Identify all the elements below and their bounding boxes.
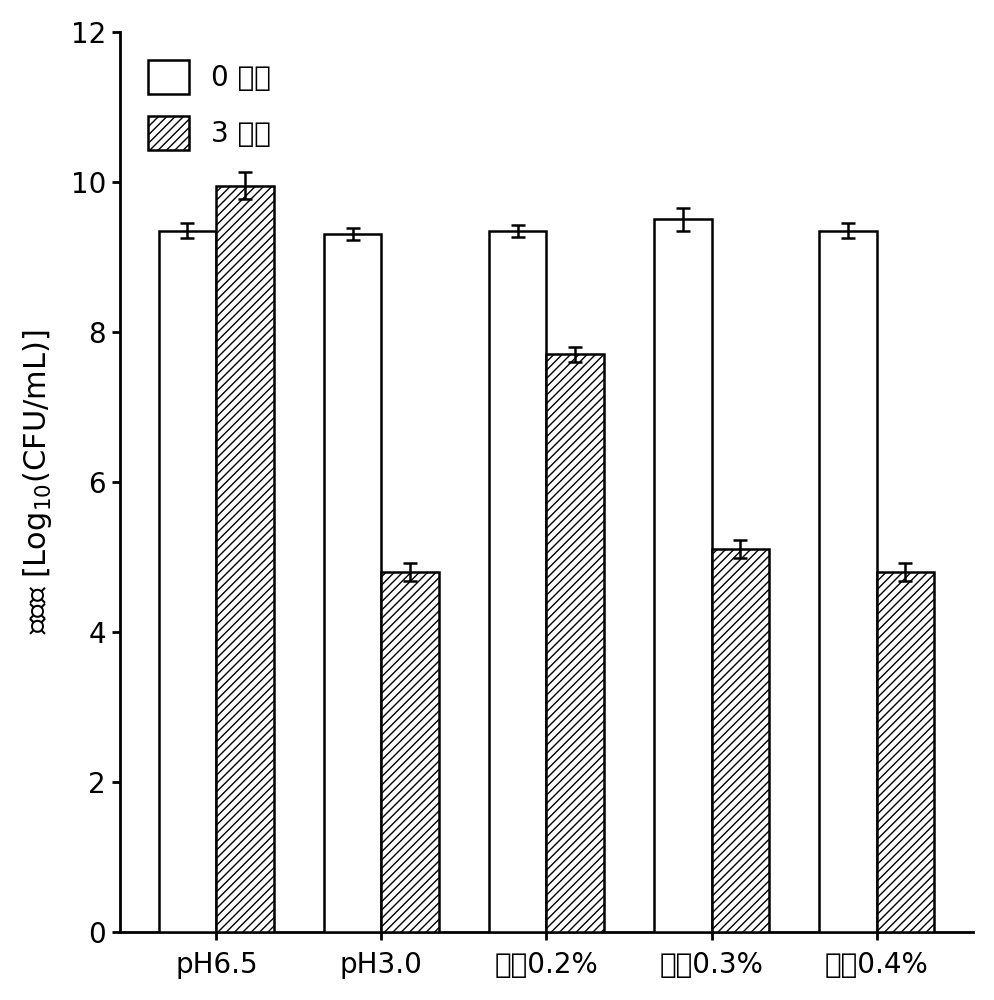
Bar <box>654 219 712 932</box>
Bar <box>159 231 217 932</box>
Bar <box>877 572 934 932</box>
Bar <box>547 354 604 932</box>
Y-axis label: 存活数 [Log$_{10}$(CFU/mL)]: 存活数 [Log$_{10}$(CFU/mL)] <box>21 330 54 634</box>
Bar <box>324 234 382 932</box>
Bar <box>217 186 274 932</box>
Bar <box>819 231 877 932</box>
Legend: 0 小时, 3 小时: 0 小时, 3 小时 <box>133 46 285 163</box>
Bar <box>489 231 547 932</box>
Bar <box>382 572 439 932</box>
Bar <box>712 549 769 932</box>
